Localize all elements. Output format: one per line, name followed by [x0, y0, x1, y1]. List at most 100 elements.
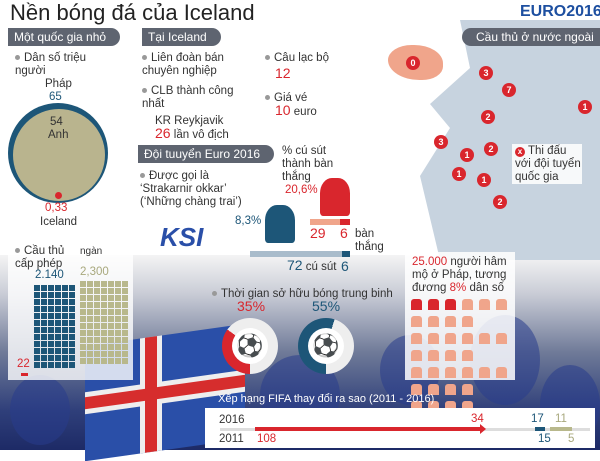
- grid-cell: [115, 344, 121, 350]
- grid-cell: [80, 295, 86, 301]
- grid-cell: [101, 330, 107, 336]
- fan-icon: [462, 299, 473, 310]
- grid-cell: [122, 337, 128, 343]
- grid-cell: [55, 292, 61, 298]
- players-olive-value: 2,300: [80, 266, 109, 278]
- grid-cell: [41, 341, 47, 347]
- grid-cell: [55, 285, 61, 291]
- fan-icon: [462, 316, 473, 327]
- opponent-shots-bar: [310, 219, 350, 225]
- players-unit: ngàn: [80, 246, 103, 257]
- fan-icon: [411, 401, 422, 412]
- grid-cell: [80, 281, 86, 287]
- grid-cell: [69, 285, 75, 291]
- grid-cell: [48, 285, 54, 291]
- shots-opponent: 29: [310, 225, 326, 241]
- blue-rank-2016: 17: [531, 413, 544, 425]
- grid-cell: [48, 292, 54, 298]
- ksi-logo: KSI: [160, 222, 204, 252]
- fan-icon: [411, 367, 422, 378]
- olive-rank-arrow: [550, 427, 572, 431]
- grid-cell: [80, 351, 86, 357]
- fan-icon: [428, 401, 439, 412]
- grid-cell: [80, 316, 86, 322]
- iceland-pop-value: 0,33: [45, 202, 68, 214]
- grid-cell: [41, 348, 47, 354]
- grid-cell: [69, 306, 75, 312]
- iceland-dot: [55, 192, 62, 199]
- fan-icon: [411, 299, 422, 310]
- fifa-title: Xếp hạng FIFA thay đổi ra sao (2011 - 20…: [218, 393, 435, 405]
- grid-cell: [69, 320, 75, 326]
- grid-cell: [69, 299, 75, 305]
- grid-cell: [87, 337, 93, 343]
- ticket-unit: euro: [293, 106, 317, 118]
- grid-cell: [62, 348, 68, 354]
- grid-cell: [34, 334, 40, 340]
- grid-cell: [55, 327, 61, 333]
- grid-cell: [48, 362, 54, 368]
- grid-cell: [94, 281, 100, 287]
- england-label: Anh: [48, 129, 69, 141]
- grid-cell: [122, 309, 128, 315]
- grid-cell: [122, 358, 128, 364]
- ticket-label: Giá vé: [274, 92, 308, 104]
- grid-cell: [80, 330, 86, 336]
- fan-icon: [462, 333, 473, 344]
- grid-cell: [87, 330, 93, 336]
- goals-label: bàn thắng: [355, 228, 384, 253]
- fan-icon: [496, 299, 507, 310]
- fan-icon: [445, 350, 456, 361]
- grid-cell: [34, 348, 40, 354]
- grid-cell: [48, 341, 54, 347]
- grid-cell: [115, 330, 121, 336]
- grid-cell: [62, 292, 68, 298]
- goals-opponent: 6: [340, 225, 348, 241]
- players-olive-grid: [80, 281, 128, 364]
- grid-cell: [55, 334, 61, 340]
- grid-cell: [115, 302, 121, 308]
- olive-rank-2011: 5: [568, 433, 575, 445]
- pct-iceland: 8,3%: [235, 215, 262, 227]
- grid-cell: [55, 348, 61, 354]
- grid-cell: [80, 323, 86, 329]
- grid-cell: [115, 288, 121, 294]
- fan-icon: [479, 367, 490, 378]
- grid-cell: [34, 320, 40, 326]
- nickname-intro: Được gọi là: [149, 170, 209, 182]
- fan-icon: [462, 384, 473, 395]
- map-marker: 1: [452, 167, 466, 181]
- fan-icon: [428, 350, 439, 361]
- grid-cell: [62, 299, 68, 305]
- fifa-year-2016: 2016: [219, 414, 245, 426]
- clubs-value: 12: [275, 65, 291, 81]
- possession-opponent-label: 55%: [312, 298, 341, 314]
- england-circle: [13, 109, 105, 201]
- grid-cell: [122, 344, 128, 350]
- grid-cell: [62, 313, 68, 319]
- grid-cell: [122, 330, 128, 336]
- grid-cell: [94, 316, 100, 322]
- grid-cell: [122, 323, 128, 329]
- iceland-goals-bar: [342, 251, 350, 257]
- grid-cell: [115, 281, 121, 287]
- grid-cell: [48, 299, 54, 305]
- grid-cell: [94, 288, 100, 294]
- grid-cell: [34, 341, 40, 347]
- grid-cell: [122, 295, 128, 301]
- grid-cell: [69, 362, 75, 368]
- grid-cell: [101, 351, 107, 357]
- grid-cell: [101, 288, 107, 294]
- grid-cell: [115, 295, 121, 301]
- nickname: ‘Strakarnir okkar’: [140, 183, 227, 195]
- grid-cell: [115, 309, 121, 315]
- grid-cell: [34, 299, 40, 305]
- population-label: Dân số triệu người: [15, 52, 87, 77]
- ball-icon: ⚽: [232, 328, 268, 364]
- grid-cell: [108, 351, 114, 357]
- fans-pct: 8%: [449, 282, 467, 294]
- small-nation-header: Một quốc gia nhỏ: [8, 28, 121, 46]
- grid-cell: [108, 309, 114, 315]
- grid-cell: [55, 362, 61, 368]
- fan-icon: [462, 367, 473, 378]
